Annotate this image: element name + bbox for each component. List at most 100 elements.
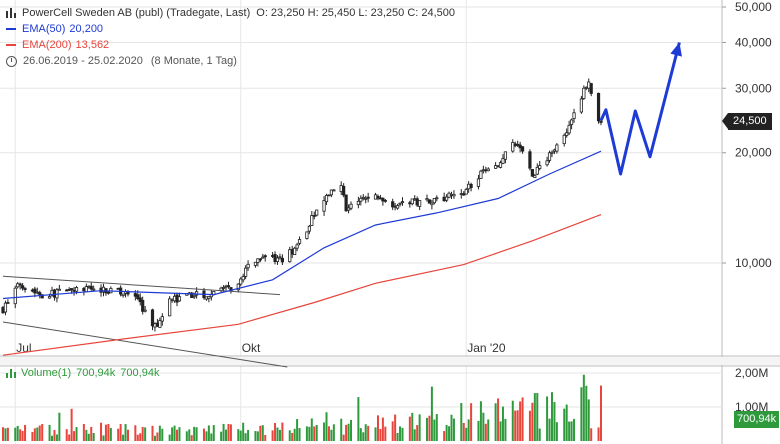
candle-down xyxy=(393,205,397,208)
volume-bar xyxy=(119,424,122,441)
volume-bar xyxy=(467,419,470,441)
volume-bar xyxy=(4,428,7,441)
volume-bar xyxy=(264,434,267,441)
candle-up xyxy=(74,287,79,292)
volume-bar xyxy=(207,425,210,441)
candle-down xyxy=(496,165,500,168)
volume-bar xyxy=(325,412,328,441)
candle-down xyxy=(312,215,316,217)
bar-chart-icon xyxy=(6,368,16,378)
candle-down xyxy=(70,288,74,290)
ema200-value: 13,562 xyxy=(75,39,110,51)
candle-up xyxy=(293,247,297,256)
candle-down xyxy=(462,193,466,196)
candle-up xyxy=(349,203,353,209)
candle-up xyxy=(253,261,258,266)
candle-down xyxy=(1,307,5,314)
volume-bar xyxy=(92,432,95,441)
candle-up xyxy=(459,193,463,196)
candle-down xyxy=(65,289,69,292)
legend-ema50-row[interactable]: EMA(50) 20,200 xyxy=(6,21,455,37)
y-tick-label: 10,000 xyxy=(735,256,772,270)
volume-bar xyxy=(109,427,112,441)
volume-bar xyxy=(570,421,573,441)
candle-down xyxy=(599,121,603,123)
candle-up xyxy=(579,98,583,113)
candle-up xyxy=(339,185,343,192)
volume-bar xyxy=(126,429,129,441)
volume-bar xyxy=(401,427,404,441)
volume-bar xyxy=(104,424,107,441)
volume-bar xyxy=(340,418,343,441)
volume-bar xyxy=(445,424,448,441)
volume-bar xyxy=(448,426,451,441)
volume-bar xyxy=(212,425,215,441)
candle-up xyxy=(567,124,571,134)
candle-up xyxy=(555,144,559,152)
volume-bar xyxy=(259,425,262,441)
volume-bar xyxy=(278,429,281,441)
candle-up xyxy=(418,200,422,207)
volume-bar xyxy=(413,429,416,441)
volume-bar xyxy=(21,430,24,441)
volume-bar xyxy=(168,434,171,441)
candle-down xyxy=(520,146,525,152)
volume-bar xyxy=(141,427,144,441)
candle-up xyxy=(35,291,39,294)
candle-up xyxy=(550,151,554,154)
ema50-label: EMA(50) xyxy=(22,23,66,35)
volume-bar xyxy=(330,429,333,441)
volume-bar xyxy=(153,435,156,441)
volume-bar xyxy=(494,403,497,441)
volume-bar xyxy=(293,428,296,441)
volume-bar xyxy=(247,429,250,441)
candle-up xyxy=(329,189,334,196)
volume-bar xyxy=(362,432,365,441)
volume-bar xyxy=(384,426,387,441)
volume-bar xyxy=(14,427,17,441)
candle-up xyxy=(47,296,52,299)
volume-bar xyxy=(582,374,585,441)
volume-bar xyxy=(58,412,61,441)
candle-up xyxy=(192,295,196,298)
legend-ema200-row[interactable]: EMA(200) 13,562 xyxy=(6,37,455,53)
candle-up xyxy=(432,198,436,204)
forecast-arrow xyxy=(599,42,681,176)
candle-up xyxy=(449,193,454,196)
volume-bar xyxy=(144,427,147,441)
candle-up xyxy=(246,263,250,269)
candle-down xyxy=(427,199,432,204)
candle-up xyxy=(364,197,368,200)
candle-down xyxy=(469,183,473,188)
volume-bar xyxy=(38,425,41,441)
candle-up xyxy=(168,298,172,317)
ema50-value: 20,200 xyxy=(69,23,104,35)
candle-up xyxy=(547,152,552,161)
volume-bar xyxy=(65,429,68,441)
volume-bar xyxy=(274,423,277,441)
volume-bar xyxy=(497,398,500,441)
candle-down xyxy=(530,169,534,177)
candle-up xyxy=(307,225,311,232)
volume-bar xyxy=(281,422,284,441)
volume-bar xyxy=(229,424,232,441)
candle-up xyxy=(584,86,588,89)
candle-up xyxy=(533,175,537,178)
volume-bar xyxy=(399,426,402,441)
volume-bar xyxy=(2,427,4,441)
volume-bar xyxy=(308,426,311,441)
ema200-label: EMA(200) xyxy=(22,39,72,51)
candle-down xyxy=(516,143,520,146)
volume-value-1: 700,94k xyxy=(76,367,116,379)
candle-up xyxy=(324,195,329,203)
candle-down xyxy=(106,291,110,294)
volume-bar xyxy=(565,404,568,441)
volume-bar xyxy=(171,427,174,441)
candle-down xyxy=(408,202,412,205)
volume-bar xyxy=(359,428,362,441)
candle-up xyxy=(373,194,378,200)
candle-up xyxy=(479,170,483,179)
volume-bar xyxy=(367,425,370,441)
candle-up xyxy=(224,285,228,288)
